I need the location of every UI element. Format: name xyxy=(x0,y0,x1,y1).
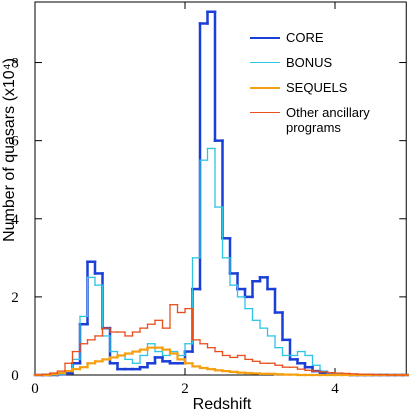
y-tick-label: 2 xyxy=(11,290,19,306)
x-tick-label: 0 xyxy=(31,381,39,397)
legend-swatch xyxy=(250,112,280,113)
legend-label: SEQUELS xyxy=(286,80,348,95)
series xyxy=(34,304,409,376)
y-axis-label: Number of quasars (x10⁴) xyxy=(1,58,18,242)
legend-label: BONUS xyxy=(286,55,333,70)
legend-swatch xyxy=(250,62,280,63)
y-tick-label: 6 xyxy=(11,134,19,150)
legend-entry: SEQUELS xyxy=(250,80,375,95)
legend: CORE BONUS SEQUELS Other ancillary programs xyxy=(250,30,375,145)
legend-entry: BONUS xyxy=(250,55,375,70)
legend-label: CORE xyxy=(286,30,324,45)
series xyxy=(33,346,409,377)
legend-swatch xyxy=(250,37,280,39)
x-tick-label: 2 xyxy=(181,381,189,397)
y-tick-label: 8 xyxy=(11,56,19,72)
x-tick-label: 4 xyxy=(331,381,339,397)
plot-frame xyxy=(34,1,407,376)
y-tick-label: 4 xyxy=(11,212,19,228)
legend-label: Other ancillary programs xyxy=(286,105,370,135)
legend-entry: CORE xyxy=(250,30,375,45)
x-axis-label: Redshift xyxy=(193,396,252,413)
legend-swatch xyxy=(250,87,280,89)
y-tick-label: 0 xyxy=(11,368,19,384)
legend-entry: Other ancillary programs xyxy=(250,105,375,135)
